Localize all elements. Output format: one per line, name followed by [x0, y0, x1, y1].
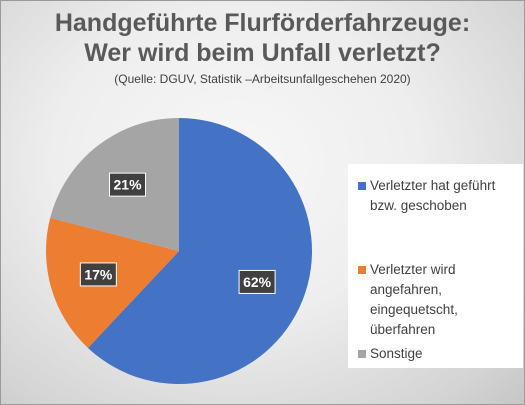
- data-label-text: 21%: [114, 177, 143, 193]
- legend-label-line: angefahren,: [370, 282, 443, 297]
- data-label-1: 62%: [238, 269, 276, 294]
- legend-label-line: bzw. geschoben: [370, 198, 467, 213]
- data-label-background: [109, 172, 147, 197]
- data-label-text: 62%: [243, 274, 272, 290]
- legend-label: Sonstige: [370, 344, 520, 364]
- legend-label-line: eingequetscht,: [370, 302, 458, 317]
- data-label-3: 21%: [109, 172, 147, 197]
- data-label-background: [79, 262, 117, 287]
- legend: Verletzter hat geführt bzw. geschoben Verl…: [348, 164, 523, 368]
- data-label-2: 17%: [79, 262, 117, 287]
- legend-label: Verletzter wird angefahren, eingequetscht,…: [370, 260, 520, 340]
- chart-title-line-2: Wer wird beim Unfall verletzt?: [84, 39, 441, 67]
- chart-title: Handgeführte Flurförderfahrzeuge:: [54, 9, 471, 37]
- data-label-text: 17%: [84, 266, 113, 282]
- legend-label: Verletzter hat geführt bzw. geschoben: [370, 176, 520, 216]
- legend-label-line: Verletzter hat geführt: [370, 178, 496, 193]
- legend-swatch: [358, 350, 366, 358]
- chart-subtitle: (Quelle: DGUV, Statistik –Arbeitsunfallg…: [114, 72, 411, 86]
- slice-gefuehrt: [87, 118, 313, 384]
- legend-label-line: überfahren: [370, 322, 436, 337]
- legend-label-line: Sonstige: [370, 346, 423, 361]
- legend-swatch: [358, 266, 366, 274]
- legend-label-line: Verletzter wird: [370, 262, 456, 277]
- data-label-background: [238, 269, 276, 294]
- legend-swatch: [358, 182, 366, 190]
